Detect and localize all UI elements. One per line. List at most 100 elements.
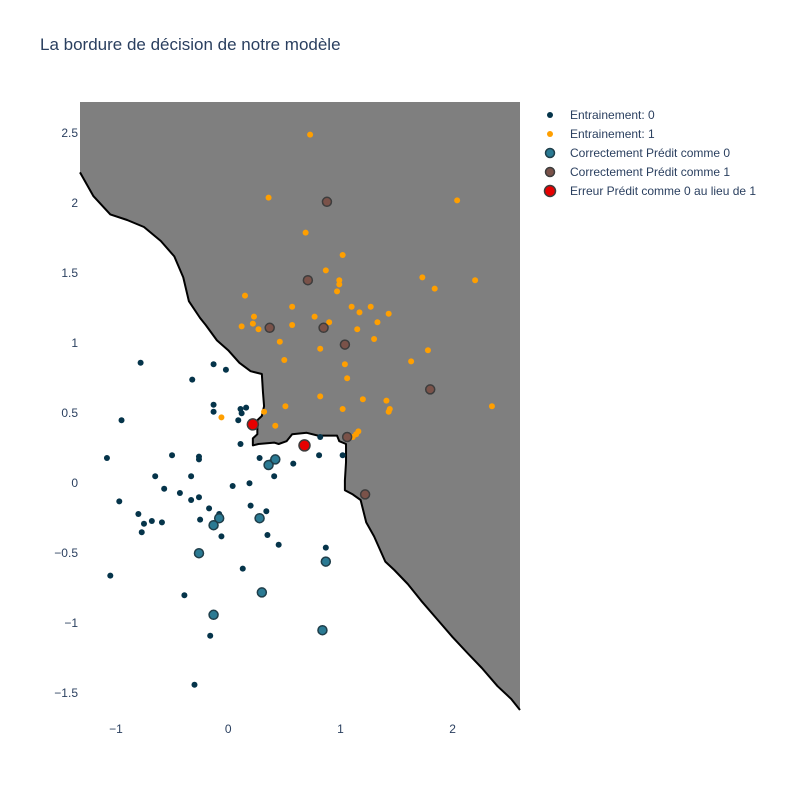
train-class-0-point <box>210 401 217 408</box>
correct-0-point <box>254 512 265 524</box>
train-class-1-point <box>218 414 225 421</box>
train-class-0-point <box>181 592 188 599</box>
train-class-1-point <box>348 303 355 310</box>
train-class-0-point <box>195 456 202 463</box>
x-tick-label: −1 <box>109 722 123 736</box>
legend-item[interactable]: Entrainement: 0 <box>547 108 655 122</box>
x-axis: −1 0 1 2 <box>109 722 456 736</box>
train-class-1-point <box>289 303 296 310</box>
train-class-0-point <box>322 544 329 551</box>
x-tick-label: 2 <box>449 722 456 736</box>
train-class-1-point <box>250 313 257 320</box>
legend-label: Entrainement: 1 <box>570 127 655 141</box>
correct-1-point <box>424 384 436 395</box>
train-class-1-point <box>472 277 479 284</box>
y-tick-label: 2.5 <box>61 126 78 140</box>
train-class-0-point <box>197 516 204 523</box>
train-class-0-point <box>235 417 242 424</box>
train-class-0-point <box>140 520 147 527</box>
correct-0-point <box>208 519 219 531</box>
train-class-0-point <box>263 508 270 515</box>
train-class-0-point <box>275 541 282 548</box>
y-tick-label: 1.5 <box>61 266 78 280</box>
train-class-0-point <box>238 410 245 417</box>
train-class-0-point <box>188 473 195 480</box>
train-class-0-point <box>135 511 142 517</box>
train-class-1-point <box>488 403 495 410</box>
train-class-1-point <box>339 252 346 258</box>
y-tick-label: −1 <box>64 616 78 630</box>
legend-marker <box>547 112 553 118</box>
train-class-1-point <box>385 408 392 415</box>
y-tick-label: 1 <box>71 336 78 350</box>
train-class-1-point <box>311 313 318 320</box>
train-class-0-point <box>191 681 198 688</box>
train-class-1-point <box>265 194 272 201</box>
correct-0-point <box>213 512 225 524</box>
correct-1-point <box>341 431 353 443</box>
error-point <box>246 418 260 431</box>
legend-item[interactable]: Correctement Prédit comme 0 <box>544 146 731 160</box>
legend-item[interactable]: Erreur Prédit comme 0 au lieu de 1 <box>543 184 757 198</box>
train-class-0-point <box>152 473 159 480</box>
x-tick-label: 1 <box>337 722 344 736</box>
train-class-1-point <box>383 397 390 404</box>
series-3 <box>193 454 332 636</box>
train-class-0-point <box>158 519 165 526</box>
train-class-1-point <box>282 403 289 410</box>
train-class-0-point <box>169 452 176 459</box>
train-class-1-point <box>341 361 348 368</box>
legend-marker <box>544 147 556 159</box>
train-class-0-point <box>148 518 155 524</box>
y-tick-label: 2 <box>71 196 78 210</box>
correct-0-point <box>270 454 281 465</box>
train-class-0-point <box>339 452 346 459</box>
train-class-0-point <box>137 359 144 366</box>
train-class-1-point <box>454 197 461 204</box>
train-class-0-point <box>118 417 125 424</box>
train-class-0-point <box>189 376 196 383</box>
train-class-0-point <box>210 408 217 415</box>
train-class-1-point <box>339 406 346 412</box>
y-tick-label: −1.5 <box>54 686 78 700</box>
train-class-0-point <box>188 497 195 503</box>
train-class-0-point <box>247 502 254 509</box>
train-class-0-point <box>176 490 183 496</box>
series-2 <box>218 131 495 440</box>
legend-marker <box>543 184 557 198</box>
train-class-1-point <box>385 310 392 317</box>
train-class-0-point <box>107 572 114 579</box>
legend-item[interactable]: Correctement Prédit comme 1 <box>544 165 731 179</box>
train-class-0-point <box>210 361 217 368</box>
train-class-0-point <box>195 494 202 501</box>
train-class-1-point <box>255 326 262 333</box>
train-class-0-point <box>138 529 145 536</box>
legend-label: Correctement Prédit comme 0 <box>570 146 730 160</box>
train-class-1-point <box>356 309 363 316</box>
train-class-0-point <box>271 473 278 480</box>
train-class-1-point <box>408 358 415 365</box>
train-class-1-point <box>344 375 351 382</box>
y-tick-label: 0.5 <box>61 406 78 420</box>
train-class-0-point <box>256 455 263 461</box>
train-class-1-point <box>302 229 309 236</box>
train-class-0-point <box>116 498 123 505</box>
legend-label: Entrainement: 0 <box>570 108 655 122</box>
legend[interactable]: Entrainement: 0 Entrainement: 1 Correcteme… <box>543 108 757 198</box>
train-class-1-point <box>336 277 343 284</box>
train-class-1-point <box>424 347 431 354</box>
chart-title: La bordure de décision de notre modèle <box>40 35 341 54</box>
y-axis: −1.5 −1 −0.5 0 0.5 1 1.5 2 2.5 <box>54 126 78 700</box>
train-class-0-point <box>317 434 324 440</box>
train-class-0-point <box>161 485 168 492</box>
points-layer <box>103 131 495 688</box>
train-class-0-point <box>222 366 229 373</box>
train-class-1-point <box>281 357 288 363</box>
legend-item[interactable]: Entrainement: 1 <box>547 127 655 141</box>
train-class-1-point <box>336 281 343 288</box>
error-point <box>298 439 311 452</box>
train-class-1-point <box>354 326 361 333</box>
correct-0-point <box>193 547 205 559</box>
train-class-1-point <box>374 319 381 326</box>
